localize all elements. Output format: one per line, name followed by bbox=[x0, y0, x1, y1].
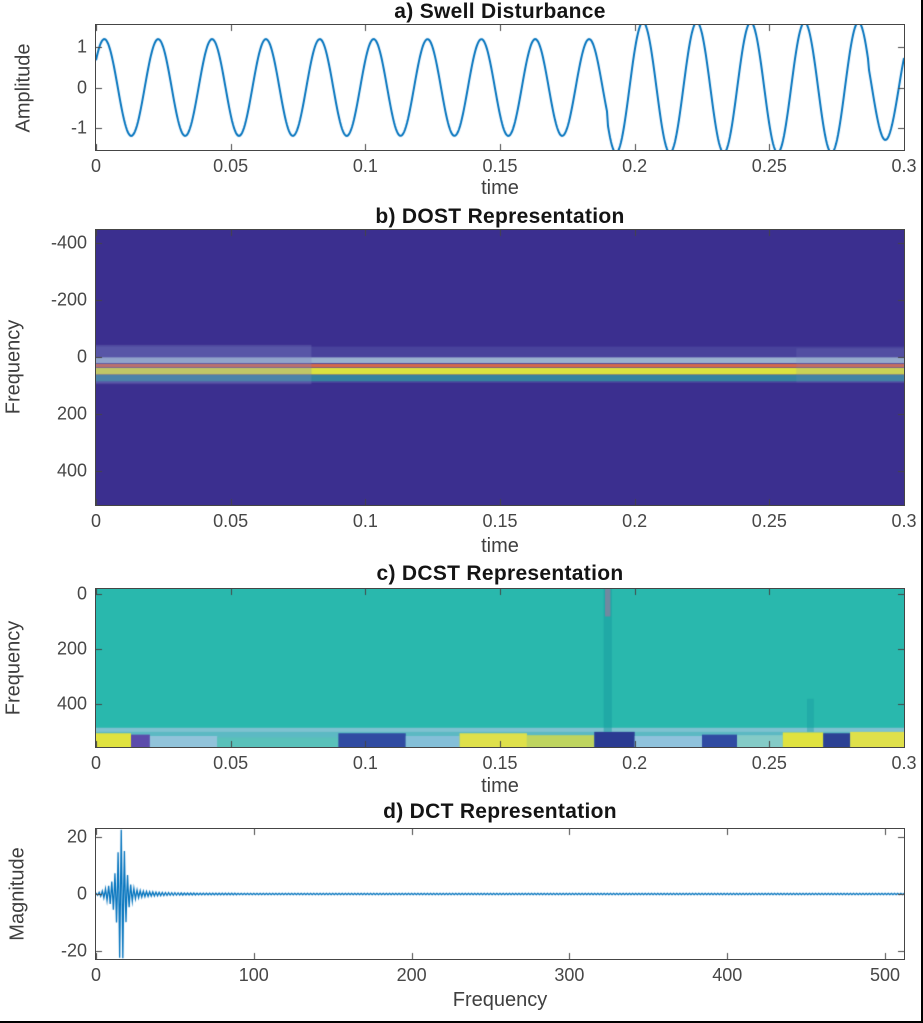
x-tick-label: 0.2 bbox=[622, 511, 648, 531]
x-tick-label: 200 bbox=[396, 965, 427, 985]
panel-b-plot: 0 0.05 0.1 0.15 0.2 0.25 0.3 -400 -200 0 200 400 bbox=[51, 229, 917, 531]
x-tick-label: 0.15 bbox=[482, 511, 518, 531]
x-tick-label: 400 bbox=[712, 965, 743, 985]
y-tick-label: 1 bbox=[76, 36, 87, 57]
x-tick-label: 0.1 bbox=[352, 753, 378, 773]
panel-a-plot: 0 0.05 0.1 0.15 0.2 0.25 0.3 1 0 -1 bbox=[71, 24, 917, 176]
x-tick-label: 0 bbox=[90, 753, 102, 773]
y-tick-label: 0 bbox=[76, 583, 87, 604]
panel-d-xlabel: Frequency bbox=[452, 989, 548, 1011]
y-tick-label: -400 bbox=[50, 232, 87, 253]
x-tick-label: 0.05 bbox=[213, 753, 249, 773]
x-tick-label: 0.25 bbox=[751, 511, 787, 531]
panel-d-canvas bbox=[96, 829, 904, 959]
panel-a-title: a) Swell Disturbance bbox=[394, 0, 606, 23]
y-tick-label: -20 bbox=[60, 940, 87, 961]
y-tick-label: 200 bbox=[56, 638, 87, 659]
y-tick-label: -1 bbox=[70, 117, 87, 138]
x-tick-label: 0.3 bbox=[891, 156, 917, 176]
x-tick-label: 500 bbox=[870, 965, 901, 985]
x-tick-label: 0.15 bbox=[482, 753, 518, 773]
x-tick-label: 300 bbox=[554, 965, 585, 985]
panel-b-title: b) DOST Representation bbox=[375, 205, 625, 228]
panel-b-canvas bbox=[96, 230, 904, 505]
y-tick-label: 0 bbox=[76, 883, 87, 904]
panel-a-canvas bbox=[96, 25, 904, 150]
y-tick-label: 200 bbox=[56, 403, 87, 424]
panel-d-plot: 0 100 200 300 400 500 20 0 -20 bbox=[61, 827, 905, 985]
panel-c-plot: 0 0.05 0.1 0.15 0.2 0.25 0.3 0 200 400 bbox=[57, 584, 917, 773]
panel-d-title: d) DCT Representation bbox=[383, 800, 617, 823]
x-tick-label: 0.25 bbox=[751, 753, 787, 773]
x-tick-label: 100 bbox=[238, 965, 269, 985]
y-tick-label: 0 bbox=[76, 346, 87, 367]
panel-a-xlabel: time bbox=[481, 177, 519, 199]
x-tick-label: 0 bbox=[90, 156, 102, 176]
x-tick-label: 0 bbox=[90, 965, 102, 985]
panel-swell-disturbance: a) Swell Disturbance Amplitude 0 0.05 0.1 0… bbox=[0, 0, 921, 205]
panel-c-canvas bbox=[96, 589, 904, 747]
y-tick-label: 400 bbox=[56, 693, 87, 714]
panel-a-ylabel: Amplitude bbox=[12, 43, 35, 133]
y-tick-label: 400 bbox=[56, 460, 87, 481]
y-tick-label: 20 bbox=[66, 826, 87, 847]
x-tick-label: 0.3 bbox=[891, 511, 917, 531]
y-tick-label: 0 bbox=[76, 77, 87, 97]
x-tick-label: 0.2 bbox=[622, 156, 648, 176]
panel-b-ylabel: Frequency bbox=[2, 319, 25, 415]
x-tick-label: 0.2 bbox=[622, 753, 648, 773]
panel-b-xlabel: time bbox=[481, 535, 519, 557]
panel-dct-representation: d) DCT Representation Magnitude 0 100 200 3… bbox=[0, 800, 921, 1021]
x-tick-label: 0.1 bbox=[352, 156, 378, 176]
panel-d-ylabel: Magnitude bbox=[6, 847, 29, 941]
panel-c-title: c) DCST Representation bbox=[376, 562, 624, 585]
x-tick-label: 0.25 bbox=[751, 156, 787, 176]
x-tick-label: 0.1 bbox=[352, 511, 378, 531]
x-tick-label: 0.05 bbox=[213, 156, 249, 176]
panel-c-ylabel: Frequency bbox=[2, 620, 25, 716]
x-tick-label: 0 bbox=[90, 511, 102, 531]
x-tick-label: 0.15 bbox=[482, 156, 518, 176]
panel-dost-representation: b) DOST Representation Frequency 0 0.05 0.… bbox=[0, 205, 921, 562]
y-tick-label: -200 bbox=[50, 289, 87, 310]
panel-c-xlabel: time bbox=[481, 775, 519, 797]
panel-dcst-representation: c) DCST Representation Frequency 0 0.05 0.… bbox=[0, 562, 921, 800]
x-tick-label: 0.05 bbox=[213, 511, 249, 531]
x-tick-label: 0.3 bbox=[891, 753, 917, 773]
